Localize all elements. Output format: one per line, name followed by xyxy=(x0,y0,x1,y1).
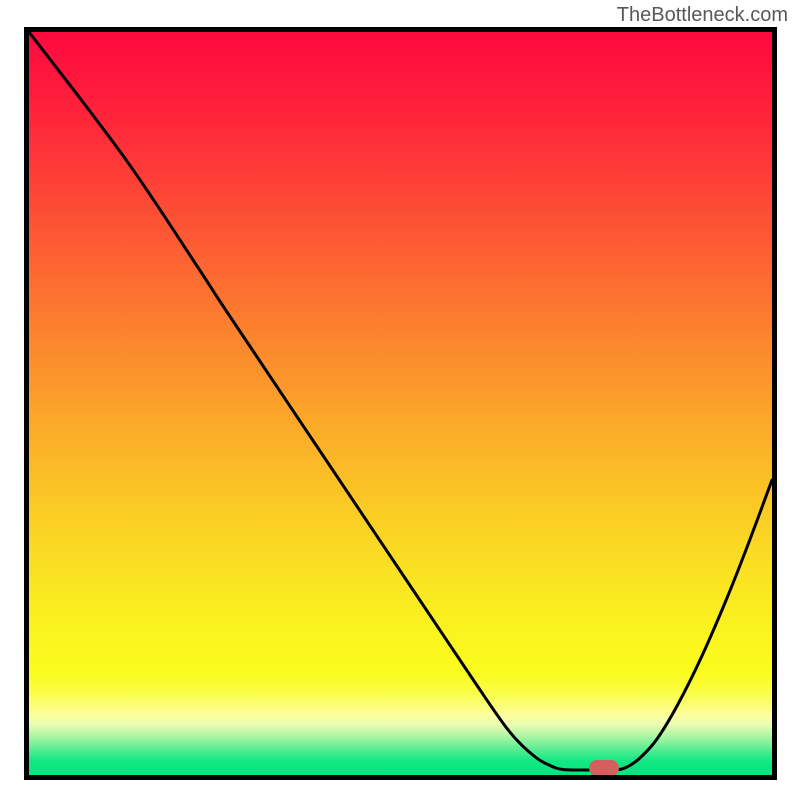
watermark-text: TheBottleneck.com xyxy=(617,4,788,27)
chart-frame xyxy=(24,27,777,780)
optimal-marker xyxy=(589,760,619,776)
v-curve xyxy=(29,32,772,775)
